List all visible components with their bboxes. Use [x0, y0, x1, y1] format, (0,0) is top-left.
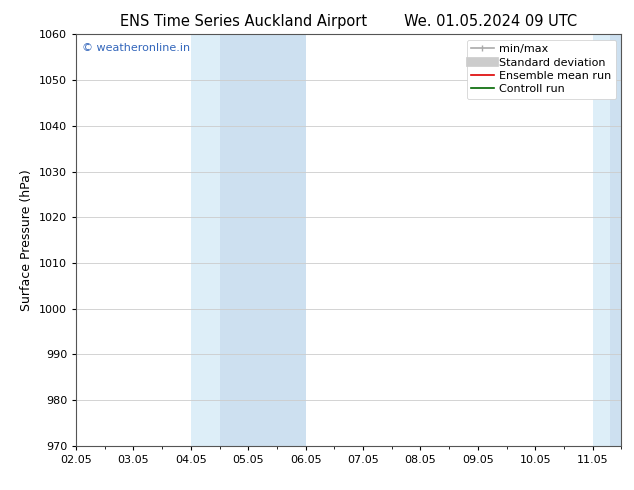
- Bar: [219, 34, 306, 446]
- Bar: [593, 34, 610, 446]
- Bar: [610, 34, 621, 446]
- Title: ENS Time Series Auckland Airport        We. 01.05.2024 09 UTC: ENS Time Series Auckland Airport We. 01.…: [120, 14, 578, 29]
- Y-axis label: Surface Pressure (hPa): Surface Pressure (hPa): [20, 169, 34, 311]
- Legend: min/max, Standard deviation, Ensemble mean run, Controll run: min/max, Standard deviation, Ensemble me…: [467, 40, 616, 99]
- Text: © weatheronline.in: © weatheronline.in: [82, 43, 190, 52]
- Bar: [191, 34, 219, 446]
